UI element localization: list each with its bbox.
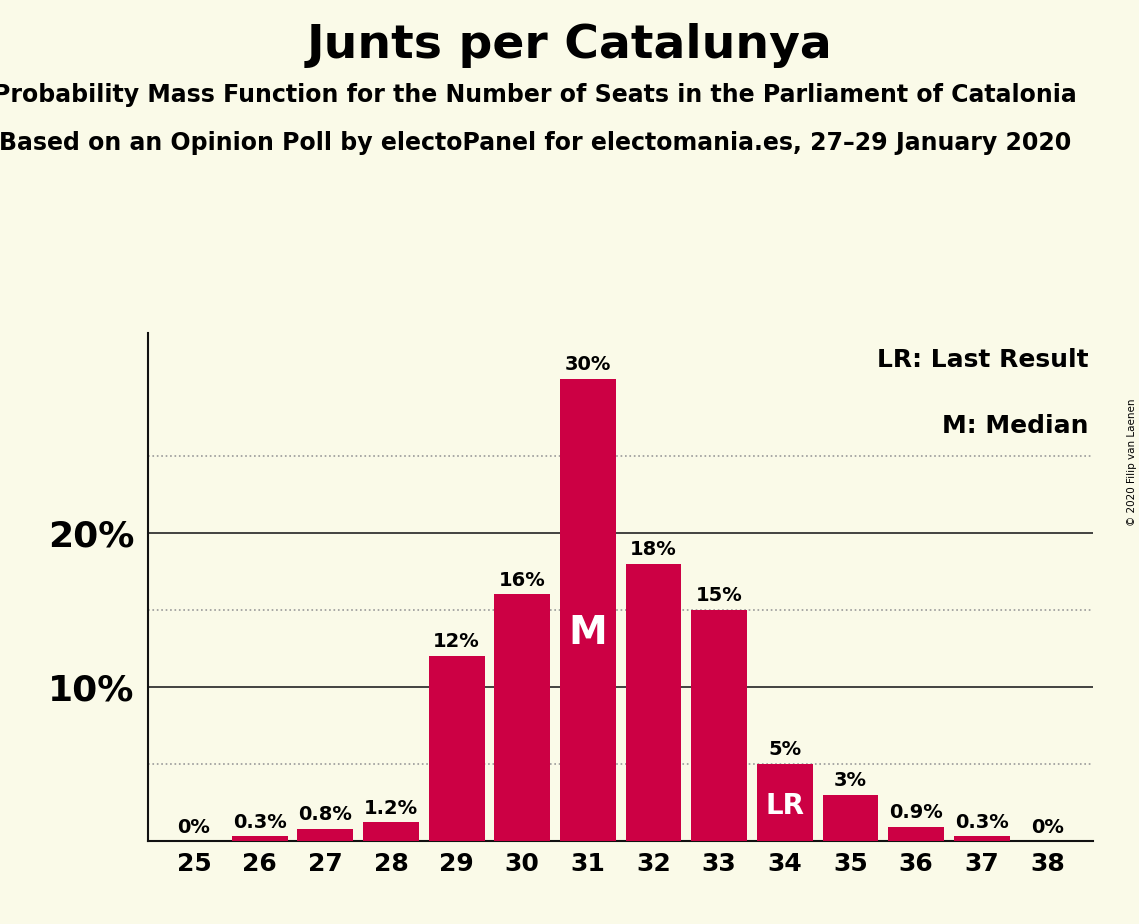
Bar: [888, 827, 944, 841]
Bar: [494, 594, 550, 841]
Text: Junts per Catalunya: Junts per Catalunya: [306, 23, 833, 68]
Bar: [363, 822, 419, 841]
Bar: [954, 836, 1010, 841]
Text: 0.9%: 0.9%: [890, 803, 943, 822]
Bar: [822, 795, 878, 841]
Text: 1.2%: 1.2%: [364, 798, 418, 818]
Bar: [691, 610, 747, 841]
Bar: [297, 829, 353, 841]
Text: 15%: 15%: [696, 586, 743, 605]
Bar: [625, 564, 681, 841]
Text: LR: LR: [765, 792, 804, 821]
Text: Based on an Opinion Poll by electoPanel for electomania.es, 27–29 January 2020: Based on an Opinion Poll by electoPanel …: [0, 131, 1072, 155]
Text: Probability Mass Function for the Number of Seats in the Parliament of Catalonia: Probability Mass Function for the Number…: [0, 83, 1077, 107]
Text: 30%: 30%: [565, 355, 612, 374]
Text: 12%: 12%: [433, 632, 480, 651]
Text: 18%: 18%: [630, 540, 677, 559]
Text: 0.8%: 0.8%: [298, 805, 352, 824]
Bar: [231, 836, 287, 841]
Bar: [757, 764, 813, 841]
Bar: [428, 656, 484, 841]
Text: 5%: 5%: [769, 740, 802, 760]
Text: © 2020 Filip van Laenen: © 2020 Filip van Laenen: [1126, 398, 1137, 526]
Text: 16%: 16%: [499, 571, 546, 590]
Text: 0%: 0%: [1031, 818, 1064, 837]
Text: LR: Last Result: LR: Last Result: [877, 347, 1089, 371]
Text: 0.3%: 0.3%: [954, 812, 1009, 832]
Text: M: M: [568, 614, 607, 652]
Text: 0%: 0%: [178, 818, 211, 837]
Text: 0.3%: 0.3%: [232, 812, 287, 832]
Bar: [560, 379, 616, 841]
Text: M: Median: M: Median: [942, 414, 1089, 438]
Text: 3%: 3%: [834, 771, 867, 790]
